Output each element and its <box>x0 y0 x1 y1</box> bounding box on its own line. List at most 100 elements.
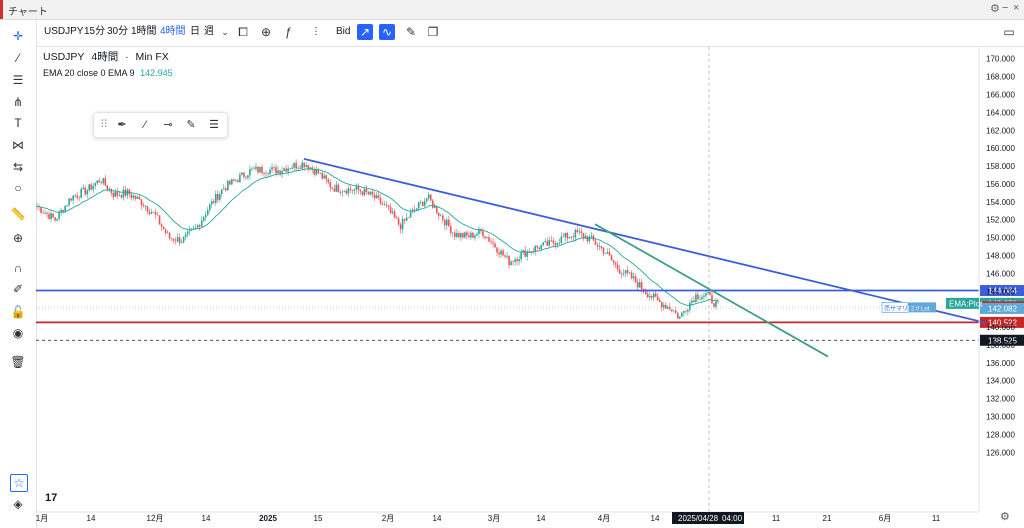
layers-icon[interactable]: ◈ <box>13 497 23 511</box>
eye-icon[interactable]: ◉ <box>12 326 24 340</box>
brush-icon[interactable]: ✎ <box>405 25 417 39</box>
interval-1h[interactable]: 1時間 <box>131 26 157 37</box>
window-title-bar: チャート ⚙ − × <box>0 0 1024 20</box>
candle-body <box>552 240 555 244</box>
trendline-icon[interactable]: ⁄ <box>16 51 19 65</box>
candle-body <box>184 234 187 237</box>
line-chart-icon[interactable]: ↗ <box>357 24 373 40</box>
interval-15m[interactable]: 15分 <box>84 26 106 37</box>
candle-body <box>602 247 605 254</box>
pen-icon[interactable]: ✒ <box>117 119 127 131</box>
interval-30m[interactable]: 30分 <box>107 26 129 37</box>
candle-body <box>80 188 82 198</box>
candle-body <box>285 168 287 172</box>
candle-body <box>116 192 119 196</box>
candle-body <box>689 302 691 310</box>
layout-icon[interactable]: ▭ <box>1003 25 1015 39</box>
candle-body <box>662 304 665 308</box>
candle-body <box>66 205 68 206</box>
lock-icon[interactable]: 🔓 <box>10 305 26 319</box>
candle-body <box>335 184 338 192</box>
candle-body <box>648 296 651 298</box>
legend-interval: 4時間 <box>91 51 119 63</box>
candle-body <box>470 232 472 238</box>
hlines-icon[interactable]: ☰ <box>12 73 24 87</box>
drag-handle-icon[interactable]: ⠿ <box>99 119 109 131</box>
candle-body <box>303 162 305 168</box>
interval-week[interactable]: 週 <box>204 26 214 37</box>
minimize-icon[interactable]: − <box>1002 2 1009 14</box>
candle-body <box>138 196 141 200</box>
indicator-value: 142.945 <box>140 68 173 78</box>
candle-body <box>446 219 448 226</box>
favorites-star-icon[interactable]: ☆ <box>10 474 28 492</box>
settings-icon[interactable]: ⚙ <box>990 3 1000 15</box>
candle-body <box>550 240 553 241</box>
x-tick-label: 11 <box>772 514 781 523</box>
brush-tool-icon[interactable]: ✎ <box>186 119 196 131</box>
candle-body <box>237 180 239 183</box>
candle-body <box>295 162 297 169</box>
pattern-icon[interactable]: ⋈ <box>12 138 24 152</box>
candle-body <box>701 296 703 300</box>
candle-body <box>383 204 386 206</box>
indicator-icon[interactable]: ƒ <box>284 25 292 39</box>
legend-indicator[interactable]: EMA 20 close 0 EMA 9 142.945 <box>43 68 173 78</box>
candle-body <box>474 235 476 238</box>
chevron-down-icon[interactable]: ⌄ <box>221 27 229 37</box>
add-compare-icon[interactable]: ⊕ <box>260 25 272 39</box>
interval-4h[interactable]: 4時間 <box>160 26 186 37</box>
candle-body <box>307 165 309 170</box>
zoom-icon[interactable]: ⊕ <box>12 231 24 245</box>
close-icon[interactable]: × <box>1013 2 1020 14</box>
candle-body <box>108 188 111 190</box>
crosshair-icon[interactable]: ✛ <box>12 29 24 43</box>
candle-body <box>498 252 500 255</box>
candle-body <box>472 232 474 238</box>
candle-body <box>337 184 340 193</box>
candle-body <box>572 236 575 238</box>
line-tool-icon[interactable]: ⁄ <box>144 119 146 131</box>
ruler-icon[interactable]: 📏 <box>10 207 26 221</box>
pitchfork-icon[interactable]: ⋔ <box>12 95 24 109</box>
x-tick-label: 12月 <box>147 514 164 523</box>
candle-type-icon[interactable]: ⧠ <box>238 25 248 39</box>
trash-icon[interactable]: 🗑 <box>10 355 26 369</box>
candle-body <box>608 252 611 256</box>
candle-body <box>317 169 320 174</box>
settings-lines-icon[interactable]: ☰ <box>209 119 219 131</box>
candle-body <box>448 219 450 227</box>
symbol-selector[interactable]: USDJPY <box>44 26 84 37</box>
candle-body <box>403 219 406 221</box>
candle-body <box>620 273 623 275</box>
candle-body <box>156 214 159 216</box>
interval-day[interactable]: 日 <box>190 26 200 37</box>
circle-icon[interactable]: ○ <box>14 181 22 195</box>
hline-tool-icon[interactable]: ⊸ <box>163 119 173 131</box>
wave-chart-icon[interactable]: ∿ <box>379 24 395 40</box>
text-icon[interactable]: T <box>14 116 22 130</box>
candle-body <box>283 168 285 172</box>
measure-icon[interactable]: ⇆ <box>12 160 24 174</box>
magnet-icon[interactable]: ∩ <box>13 261 23 275</box>
candle-body <box>371 191 374 195</box>
price-type-button[interactable]: Bid <box>336 26 351 37</box>
candle-body <box>174 240 177 242</box>
candle-body <box>58 211 60 219</box>
y-tick-label: 140.000 <box>986 323 1015 332</box>
candle-body <box>405 217 408 221</box>
candle-body <box>638 282 641 288</box>
candle-body <box>568 237 571 239</box>
candle-body <box>136 196 139 199</box>
candle-body <box>564 232 567 237</box>
candle-body <box>235 180 237 181</box>
copy-icon[interactable]: ❐ <box>427 25 439 39</box>
candle-body <box>524 250 526 257</box>
candle-body <box>305 165 307 168</box>
template-icon[interactable]: ⫶ <box>314 25 318 39</box>
x-tick-label: 2月 <box>382 514 394 523</box>
candle-body <box>172 238 175 241</box>
lock-drawing-icon[interactable]: ✐ <box>12 282 24 296</box>
candle-body <box>578 231 581 233</box>
